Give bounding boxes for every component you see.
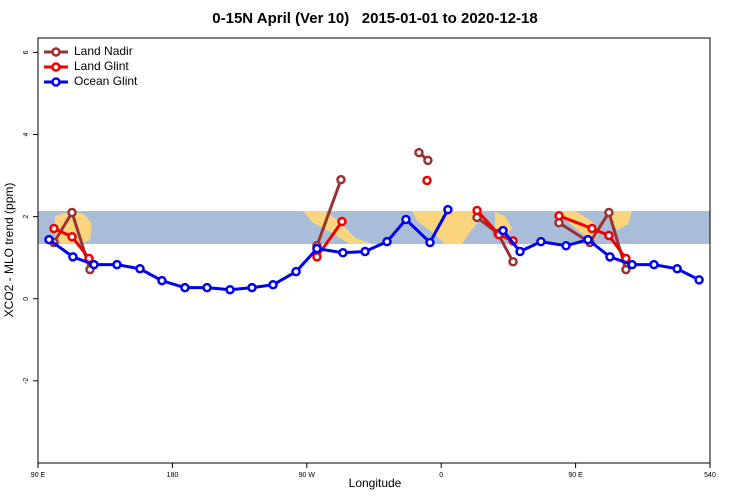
- data-point: [67, 231, 77, 242]
- data-point: [337, 216, 347, 227]
- data-point: [422, 175, 432, 186]
- data-point: [515, 246, 525, 257]
- data-point: [443, 204, 453, 215]
- data-point: [89, 259, 99, 270]
- legend-label: Ocean Glint: [74, 74, 138, 88]
- data-point: [112, 259, 122, 270]
- data-point: [604, 207, 614, 218]
- y-tick-label: 6: [23, 50, 30, 54]
- legend-label: Land Glint: [74, 59, 129, 73]
- x-tick-label: 90 E: [31, 472, 46, 479]
- data-point: [536, 236, 546, 247]
- data-point: [67, 207, 77, 218]
- x-tick-label: 180: [167, 472, 179, 479]
- data-point: [401, 214, 411, 225]
- data-point: [225, 284, 235, 295]
- data-point: [312, 252, 322, 262]
- data-point: [498, 225, 508, 236]
- data-point: [291, 266, 301, 277]
- data-point: [672, 264, 682, 274]
- data-point: [414, 147, 424, 158]
- data-point: [627, 259, 637, 270]
- data-point: [49, 223, 59, 234]
- data-point: [649, 259, 659, 270]
- data-point: [338, 248, 348, 258]
- data-point: [247, 282, 257, 293]
- x-tick-label: 0: [439, 472, 443, 479]
- data-point: [312, 243, 322, 254]
- y-tick-label: 2: [23, 215, 30, 219]
- legend-swatch-point: [51, 62, 61, 72]
- data-point: [268, 280, 278, 290]
- data-point: [135, 264, 145, 274]
- data-point: [157, 275, 167, 286]
- y-tick-label: 4: [23, 132, 30, 136]
- data-point: [605, 252, 615, 262]
- data-point: [423, 155, 433, 166]
- data-point: [604, 230, 614, 241]
- y-tick-label: -2: [23, 378, 30, 384]
- data-point: [360, 246, 370, 257]
- x-tick-label: 90 E: [568, 472, 583, 479]
- data-point: [180, 282, 190, 293]
- x-tick-label: 540: [704, 472, 716, 479]
- data-point: [336, 174, 346, 185]
- legend-label: Land Nadir: [74, 44, 133, 58]
- data-point: [621, 264, 631, 275]
- legend-swatch-point: [51, 77, 61, 87]
- legend-swatch-point: [51, 47, 61, 57]
- data-point: [561, 241, 571, 251]
- y-axis-label: XCO2 - MLO trend (ppm): [2, 183, 16, 318]
- data-point: [68, 252, 78, 262]
- x-tick-label: 90 W: [299, 472, 316, 479]
- data-point: [508, 257, 518, 267]
- data-point: [44, 234, 54, 245]
- land: [55, 212, 92, 244]
- land: [412, 211, 478, 244]
- chart-title: 0-15N April (Ver 10) 2015-01-01 to 2020-…: [212, 10, 537, 27]
- plot-frame: [37, 37, 711, 464]
- data-point: [554, 211, 564, 221]
- data-point: [694, 275, 704, 285]
- data-point: [587, 223, 597, 234]
- data-point: [382, 236, 392, 247]
- data-point: [202, 282, 212, 293]
- data-point: [472, 205, 482, 216]
- y-tick-label: 0: [23, 297, 30, 301]
- data-point: [583, 234, 593, 245]
- x-axis-label: Longitude: [349, 476, 402, 490]
- data-point: [425, 237, 435, 248]
